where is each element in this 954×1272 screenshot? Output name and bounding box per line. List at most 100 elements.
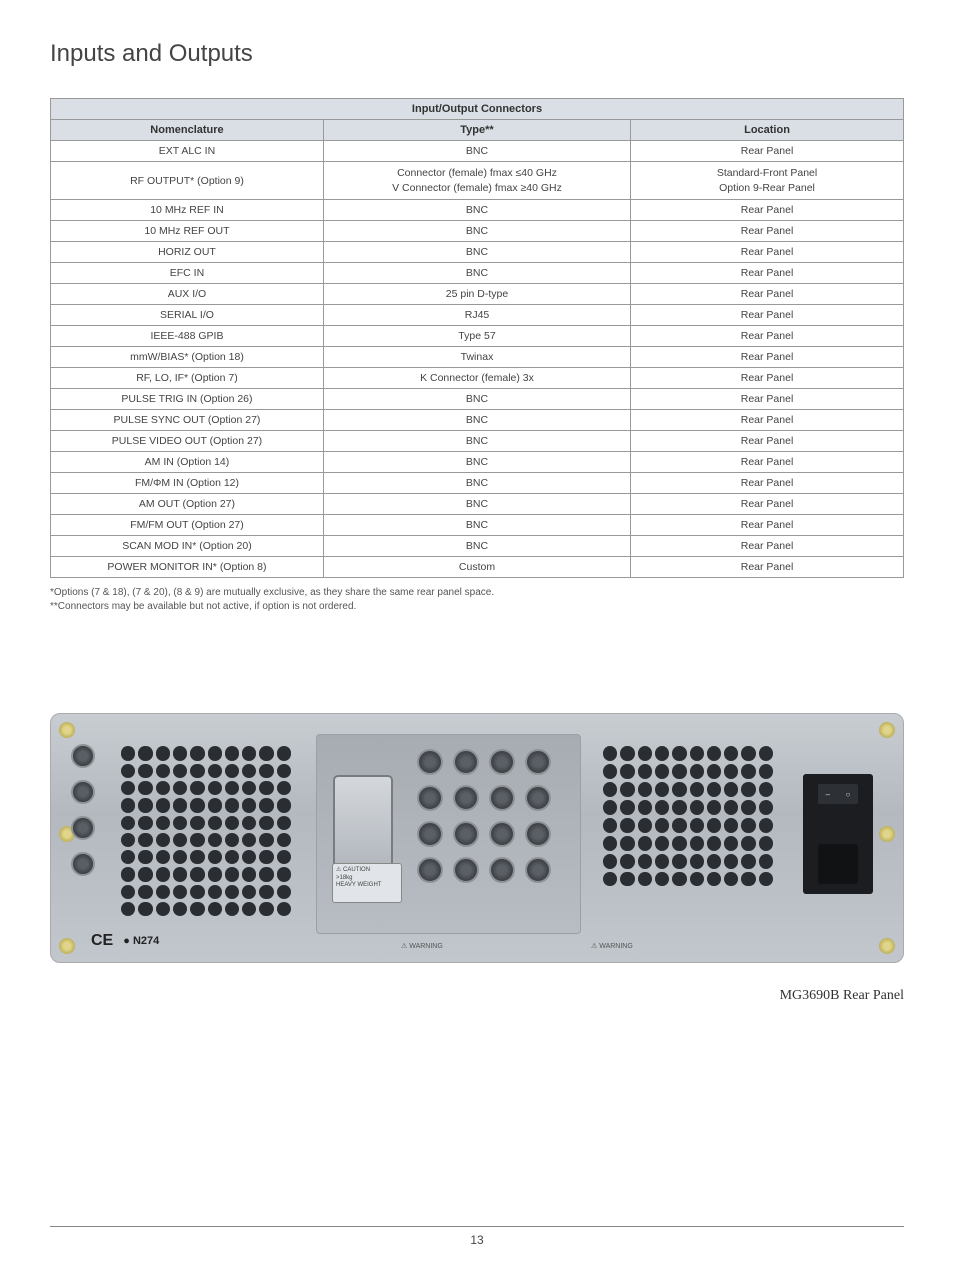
vent-hole-icon	[603, 782, 617, 797]
vent-hole-icon	[724, 854, 738, 869]
table-cell: Rear Panel	[631, 515, 904, 536]
vent-hole-icon	[173, 746, 187, 760]
page-number: 13	[470, 1233, 483, 1247]
vent-hole-icon	[156, 781, 170, 795]
table-cell: Rear Panel	[631, 431, 904, 452]
table-row: AM OUT (Option 27)BNCRear Panel	[51, 494, 904, 515]
table-cell: K Connector (female) 3x	[323, 368, 630, 389]
vent-hole-icon	[724, 764, 738, 779]
table-cell: SERIAL I/O	[51, 305, 324, 326]
vent-hole-icon	[173, 816, 187, 830]
page-footer: 13	[50, 1226, 904, 1247]
table-cell: Rear Panel	[631, 473, 904, 494]
table-cell: BNC	[323, 242, 630, 263]
vent-hole-icon	[620, 746, 634, 761]
vent-hole-icon	[741, 800, 755, 815]
vent-hole-icon	[741, 764, 755, 779]
vent-hole-icon	[672, 746, 686, 761]
rear-panel-illustration: ⚠ CAUTION>18kgHEAVY WEIGHT – ○ CE ● N274…	[50, 713, 904, 963]
table-cell: RF OUTPUT* (Option 9)	[51, 162, 324, 200]
vent-hole-icon	[138, 902, 152, 916]
compliance-labels: CE ● N274	[91, 932, 159, 950]
vent-hole-icon	[277, 885, 291, 899]
table-cell: PULSE SYNC OUT (Option 27)	[51, 410, 324, 431]
table-cell: AUX I/O	[51, 284, 324, 305]
vent-hole-icon	[138, 833, 152, 847]
vent-hole-icon	[724, 872, 738, 887]
vent-hole-icon	[690, 782, 704, 797]
vent-hole-icon	[741, 854, 755, 869]
bnc-connector-icon	[417, 749, 443, 775]
vent-hole-icon	[620, 818, 634, 833]
vent-hole-icon	[259, 902, 273, 916]
table-cell: Rear Panel	[631, 221, 904, 242]
vent-hole-icon	[672, 872, 686, 887]
vent-hole-icon	[173, 781, 187, 795]
vent-hole-icon	[156, 867, 170, 881]
vent-hole-icon	[225, 902, 239, 916]
bnc-connector-icon	[453, 857, 479, 883]
vent-hole-icon	[121, 781, 135, 795]
vent-hole-icon	[707, 800, 721, 815]
vent-hole-icon	[208, 798, 222, 812]
screw-icon	[879, 722, 895, 738]
vent-hole-icon	[208, 867, 222, 881]
table-cell: Rear Panel	[631, 536, 904, 557]
vent-hole-icon	[225, 867, 239, 881]
vent-hole-icon	[225, 833, 239, 847]
vent-hole-icon	[655, 800, 669, 815]
vent-hole-icon	[759, 800, 773, 815]
vent-hole-icon	[707, 854, 721, 869]
vent-hole-icon	[208, 850, 222, 864]
vent-hole-icon	[603, 746, 617, 761]
vent-hole-icon	[741, 836, 755, 851]
switch-off-label: ○	[845, 790, 850, 799]
vent-hole-icon	[242, 816, 256, 830]
table-cell: FM/FM OUT (Option 27)	[51, 515, 324, 536]
vent-hole-icon	[208, 746, 222, 760]
table-cell: BNC	[323, 536, 630, 557]
table-cell: Rear Panel	[631, 284, 904, 305]
vent-hole-icon	[741, 782, 755, 797]
vent-hole-icon	[259, 850, 273, 864]
vent-hole-icon	[121, 850, 135, 864]
vent-hole-icon	[208, 816, 222, 830]
vent-hole-icon	[121, 816, 135, 830]
vent-hole-icon	[156, 902, 170, 916]
caution-label: ⚠ CAUTION>18kgHEAVY WEIGHT	[332, 863, 402, 903]
vent-hole-icon	[603, 872, 617, 887]
vent-hole-icon	[690, 818, 704, 833]
table-cell: 10 MHz REF IN	[51, 200, 324, 221]
vent-hole-icon	[173, 850, 187, 864]
bnc-connector-icon	[525, 749, 551, 775]
col-header-location: Location	[631, 120, 904, 141]
table-cell: HORIZ OUT	[51, 242, 324, 263]
vent-hole-icon	[259, 885, 273, 899]
vent-hole-icon	[156, 833, 170, 847]
table-cell: BNC	[323, 221, 630, 242]
bnc-connector-icon	[525, 785, 551, 811]
dsub-connector-icon	[333, 775, 393, 875]
vent-hole-icon	[242, 798, 256, 812]
vent-hole-icon	[690, 746, 704, 761]
vent-hole-icon	[156, 746, 170, 760]
table-cell: EXT ALC IN	[51, 141, 324, 162]
bnc-connector-icon	[525, 821, 551, 847]
vent-hole-icon	[121, 746, 135, 760]
vent-hole-icon	[242, 746, 256, 760]
vent-hole-icon	[173, 902, 187, 916]
vent-hole-icon	[208, 833, 222, 847]
vent-hole-icon	[672, 818, 686, 833]
table-cell: Rear Panel	[631, 305, 904, 326]
table-cell: Rear Panel	[631, 263, 904, 284]
vent-hole-icon	[121, 764, 135, 778]
vent-hole-icon	[242, 781, 256, 795]
vent-hole-icon	[655, 764, 669, 779]
vent-hole-icon	[655, 854, 669, 869]
vent-hole-icon	[277, 781, 291, 795]
vent-hole-icon	[620, 782, 634, 797]
bnc-connector-icon	[489, 749, 515, 775]
vent-hole-icon	[707, 836, 721, 851]
vent-hole-icon	[638, 818, 652, 833]
table-cell: Rear Panel	[631, 326, 904, 347]
